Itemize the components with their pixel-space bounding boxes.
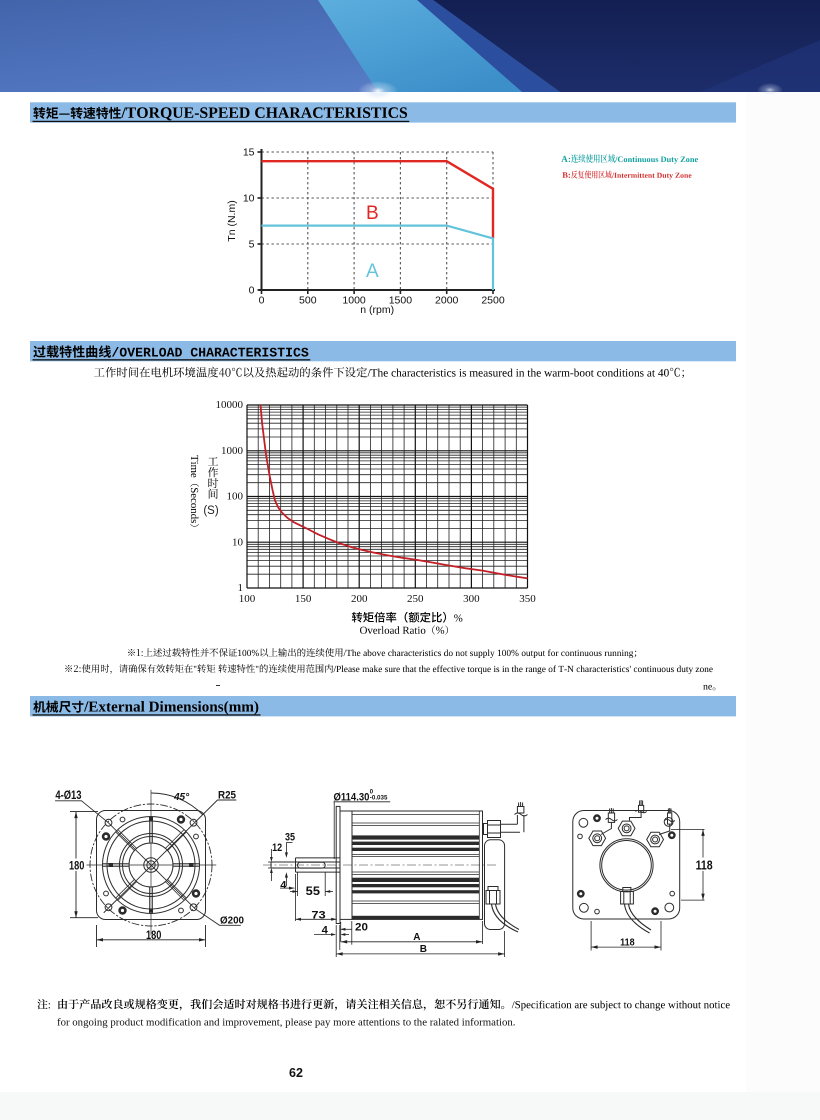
svg-text:5: 5 (249, 239, 255, 251)
svg-text:(S): (S) (203, 505, 219, 517)
svg-text:0: 0 (249, 285, 255, 297)
svg-text:200: 200 (351, 593, 368, 605)
svg-text:B: B (420, 944, 427, 955)
svg-text:300: 300 (463, 593, 480, 605)
svg-text:A: A (413, 932, 420, 943)
svg-text:Ø114.30: Ø114.30 (334, 791, 370, 803)
svg-text:20: 20 (355, 922, 368, 934)
svg-text:2500: 2500 (481, 295, 505, 307)
svg-text:-0.035: -0.035 (370, 796, 388, 802)
svg-text:150: 150 (295, 593, 312, 605)
svg-text:1: 1 (238, 582, 244, 594)
svg-text:1000: 1000 (221, 445, 244, 457)
svg-text:4: 4 (280, 879, 287, 891)
svg-text:10: 10 (243, 193, 255, 205)
svg-text:35: 35 (285, 832, 296, 844)
svg-text:Ø200: Ø200 (220, 916, 245, 927)
svg-text:73: 73 (311, 909, 325, 921)
svg-text:10000: 10000 (216, 399, 244, 411)
svg-text:0: 0 (370, 789, 374, 795)
svg-text:4-Ø13: 4-Ø13 (55, 788, 81, 802)
svg-text:1500: 1500 (389, 295, 413, 307)
svg-text:R25: R25 (218, 789, 236, 801)
svg-text:Tn (N.m): Tn (N.m) (226, 200, 238, 241)
svg-text:180: 180 (146, 928, 161, 942)
svg-text:0: 0 (259, 295, 265, 307)
svg-text:500: 500 (299, 295, 317, 307)
svg-text:55: 55 (306, 884, 321, 898)
svg-text:250: 250 (407, 593, 424, 605)
svg-text:1000: 1000 (342, 295, 366, 307)
svg-text:100: 100 (239, 593, 256, 605)
svg-text:2000: 2000 (435, 295, 459, 307)
svg-text:for ongoing product modificati: for ongoing product modification and imp… (57, 1017, 515, 1029)
svg-text:15: 15 (243, 147, 255, 159)
svg-text:4: 4 (322, 924, 329, 936)
svg-text:100: 100 (227, 491, 244, 503)
svg-text:180: 180 (69, 858, 84, 872)
svg-text:n (rpm): n (rpm) (360, 304, 394, 316)
svg-text:45°: 45° (173, 792, 190, 803)
svg-text:350: 350 (519, 593, 536, 605)
svg-text:118: 118 (696, 858, 713, 873)
svg-text:B: B (366, 203, 379, 224)
svg-text:62: 62 (289, 1066, 303, 1080)
svg-text:118: 118 (620, 937, 635, 948)
svg-text:10: 10 (232, 537, 244, 549)
svg-text:A: A (366, 261, 379, 282)
svg-text:12: 12 (272, 842, 282, 854)
